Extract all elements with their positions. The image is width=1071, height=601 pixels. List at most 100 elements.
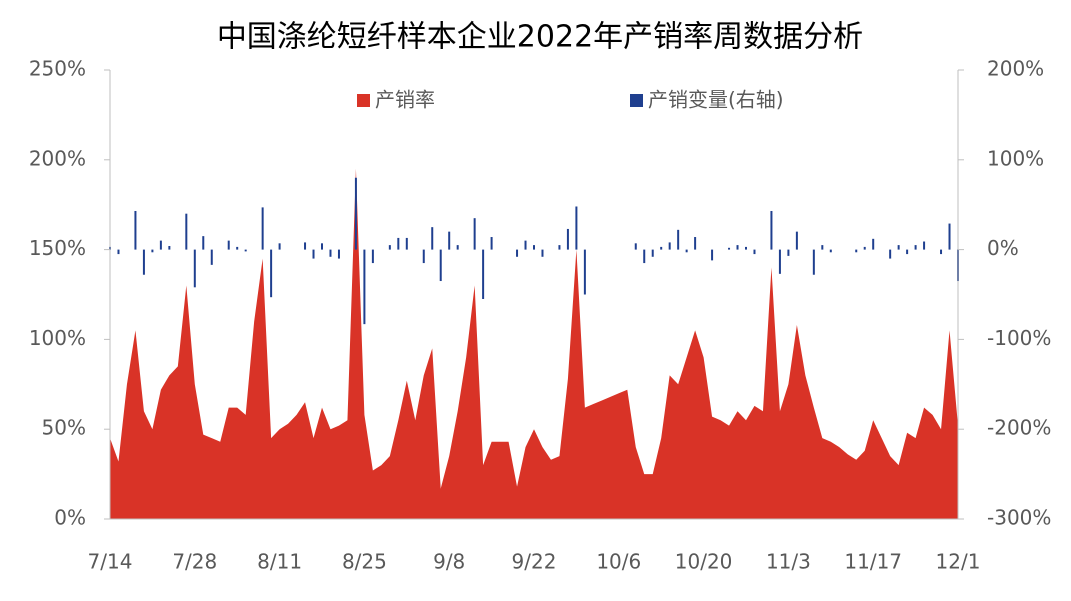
bar	[863, 246, 866, 250]
x-tick-label: 10/20	[675, 550, 733, 574]
y-tick-label: 50%	[42, 416, 86, 440]
area	[110, 168, 958, 519]
bar	[236, 246, 239, 250]
legend-swatch	[630, 94, 643, 107]
bar	[388, 245, 391, 250]
bar	[448, 231, 451, 250]
bar	[405, 237, 408, 250]
bar	[363, 249, 366, 325]
y-tick-label: 150%	[29, 236, 86, 260]
bar	[728, 247, 731, 250]
bar	[185, 213, 188, 250]
chart-title: 中国涤纶短纤样本企业2022年产销率周数据分析	[217, 20, 863, 55]
legend-swatch	[357, 94, 370, 107]
bar	[923, 241, 926, 250]
bar	[337, 249, 340, 259]
bar	[745, 246, 747, 250]
bar	[456, 245, 459, 250]
x-tick-label: 8/25	[342, 550, 387, 574]
bar	[660, 246, 663, 250]
bar	[643, 249, 646, 264]
bar	[117, 249, 120, 255]
x-tick-label: 11/3	[766, 550, 811, 574]
bar	[566, 228, 569, 250]
x-tick-label: 7/28	[172, 550, 217, 574]
legend-label: 产销率	[375, 88, 435, 112]
bar	[711, 249, 714, 261]
y-tick-label: 0%	[54, 506, 86, 530]
y-tick-label: 100%	[29, 326, 86, 350]
bar	[397, 237, 400, 250]
bar	[778, 249, 781, 274]
bar	[516, 249, 519, 257]
bar	[473, 218, 476, 250]
bar	[668, 242, 671, 250]
bar	[583, 249, 586, 295]
bar	[770, 210, 773, 250]
bar	[524, 240, 527, 250]
bar	[533, 245, 535, 250]
bar	[829, 249, 832, 253]
bar	[914, 245, 917, 250]
bar	[193, 249, 196, 288]
bar	[651, 249, 654, 257]
bar	[541, 249, 544, 257]
bar	[270, 249, 273, 298]
bar	[371, 249, 374, 264]
bar	[422, 249, 425, 264]
bar	[482, 249, 485, 299]
bar	[940, 249, 943, 255]
bar	[210, 249, 213, 265]
bar	[906, 249, 909, 255]
x-tick-label: 12/1	[936, 550, 981, 574]
bar	[142, 249, 145, 275]
bar	[677, 229, 680, 250]
bar	[439, 249, 442, 282]
bar	[575, 206, 578, 250]
bar	[948, 223, 951, 250]
bar	[812, 249, 815, 275]
bar	[685, 249, 688, 253]
bar	[855, 249, 858, 253]
bar	[872, 238, 875, 250]
y-tick-label: 250%	[29, 57, 86, 81]
bar	[134, 210, 137, 250]
y2-tick-label: -200%	[987, 416, 1051, 440]
x-tick-label: 9/22	[512, 550, 557, 574]
y2-tick-label: 100%	[987, 146, 1044, 170]
bar	[354, 177, 357, 250]
bar	[168, 246, 171, 250]
x-tick-label: 8/11	[257, 550, 302, 574]
bar	[897, 245, 900, 250]
bar	[278, 243, 281, 250]
bar	[694, 237, 697, 250]
y2-tick-label: 200%	[987, 57, 1044, 81]
bar	[321, 243, 323, 250]
y2-tick-label: 0%	[987, 236, 1019, 260]
bar	[634, 243, 637, 250]
x-tick-label: 9/8	[433, 550, 465, 574]
bar	[261, 207, 264, 250]
y-tick-label: 200%	[29, 146, 86, 170]
bar	[736, 245, 739, 250]
bar	[431, 227, 434, 250]
bar	[329, 249, 332, 257]
bar	[227, 240, 230, 250]
bar	[202, 236, 205, 250]
y2-tick-label: -100%	[987, 326, 1051, 350]
x-tick-label: 11/17	[844, 550, 902, 574]
bar	[490, 237, 493, 250]
bar	[151, 249, 154, 253]
bar	[795, 231, 798, 250]
bar	[244, 249, 247, 252]
bar	[304, 242, 307, 250]
y2-tick-label: -300%	[987, 506, 1051, 530]
bar	[558, 245, 561, 250]
x-tick-label: 10/6	[596, 550, 641, 574]
bar	[889, 249, 892, 259]
bar	[753, 249, 756, 255]
bar	[787, 249, 790, 256]
bar	[312, 249, 315, 259]
legend-label: 产销变量(右轴)	[648, 88, 784, 112]
